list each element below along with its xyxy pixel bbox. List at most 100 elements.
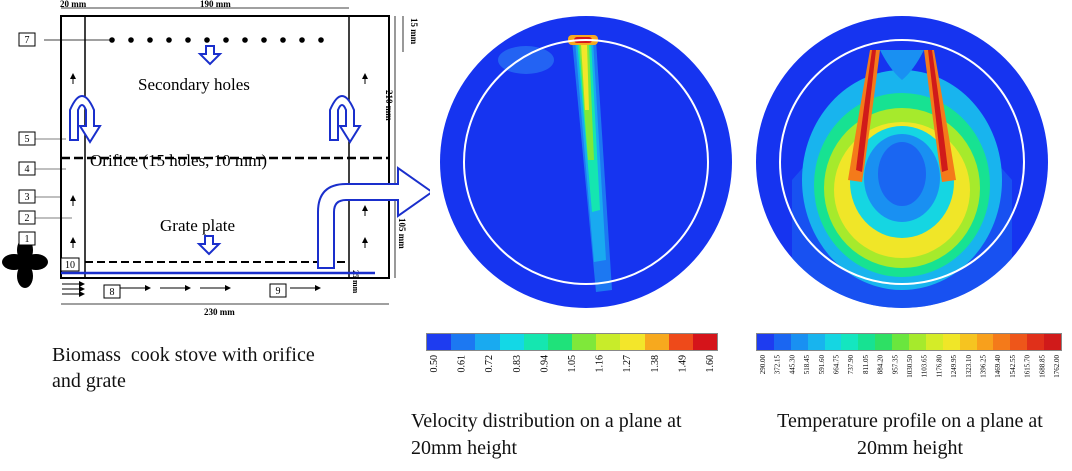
temperature-colorbar-tick: 1323.10 [965, 355, 973, 378]
temperature-colorbar-tick: 1030.50 [906, 355, 914, 378]
velocity-colorbar-swatch [499, 334, 524, 350]
stove-caption-line2: and grate [52, 370, 126, 392]
stove-schematic: 20 mm 190 mm 15 mm 210 mm 105 mm 230 mm … [2, 0, 430, 317]
temperature-colorbar-swatch [824, 334, 842, 350]
down-arrow-secondary [197, 45, 223, 66]
velocity-colorbar [426, 333, 718, 351]
temperature-colorbar-swatch [976, 334, 994, 350]
velocity-colorbar-swatch [427, 334, 452, 350]
velocity-colorbar-swatch [644, 334, 669, 350]
temperature-colorbar-tick: 1469.40 [994, 355, 1002, 378]
dim-top-width: 190 mm [200, 0, 231, 9]
label-grate: Grate plate [160, 216, 235, 235]
dim-top-left: 20 mm [60, 0, 87, 9]
temperature-contour [756, 16, 1048, 308]
temperature-colorbar-tick: 445.30 [788, 355, 796, 375]
num-10: 10 [65, 260, 75, 271]
temperature-colorbar-tick: 1615.70 [1024, 355, 1032, 378]
label-orifice: Orifice (15 holes, 10 mm) [90, 151, 267, 170]
temperature-colorbar-swatch [1044, 334, 1062, 350]
velocity-colorbar-tick: 1.49 [677, 355, 688, 373]
velocity-caption: Velocity distribution on a plane at 20mm… [411, 408, 682, 462]
num-2: 2 [25, 213, 30, 224]
velocity-colorbar-tick: 0.94 [539, 355, 550, 373]
temperature-colorbar-swatch [942, 334, 960, 350]
temperature-colorbar-swatch [892, 334, 910, 350]
dim-right-top: 15 mm [409, 18, 419, 45]
temperature-colorbar-swatch [841, 334, 859, 350]
velocity-colorbar-tick: 0.83 [512, 355, 523, 373]
temperature-caption-line1: Temperature profile on a plane at [777, 410, 1043, 432]
num-1: 1 [25, 234, 30, 245]
velocity-caption-line2: 20mm height [411, 437, 518, 459]
num-3: 3 [25, 192, 30, 203]
temperature-colorbar-tick: 591.60 [818, 355, 826, 375]
velocity-colorbar-tick: 1.16 [595, 355, 606, 373]
temperature-colorbar-tick: 1688.85 [1038, 355, 1046, 378]
temperature-colorbar-tick: 1176.80 [935, 355, 943, 378]
temperature-colorbar-tick: 884.20 [877, 355, 885, 375]
velocity-colorbar-swatch [692, 334, 718, 350]
dim-right-low: 105 mm [397, 218, 407, 249]
velocity-colorbar-tick: 1.38 [650, 355, 661, 373]
velocity-colorbar-tick: 1.60 [705, 355, 716, 373]
num-7: 7 [25, 35, 30, 46]
exit-arrow [317, 166, 430, 269]
velocity-colorbar-swatch [451, 334, 476, 350]
velocity-colorbar-tick: 0.50 [429, 355, 440, 373]
temperature-colorbar-tick: 957.35 [891, 355, 899, 375]
secondary-holes [109, 37, 324, 43]
velocity-colorbar-swatch [596, 334, 621, 350]
temperature-caption-line2: 20mm height [856, 437, 964, 459]
temperature-colorbar-tick: 290.00 [759, 355, 767, 375]
temperature-colorbar-tick: 518.45 [803, 355, 811, 375]
temperature-colorbar-tick: 664.75 [833, 355, 841, 375]
temperature-colorbar-tick: 1103.65 [921, 355, 929, 378]
dim-right-mid: 210 mm [384, 90, 394, 121]
stove-caption: Biomass cook stove with orifice and grat… [52, 342, 315, 394]
dim-bottom-right: 25 mm [351, 270, 360, 294]
velocity-colorbar-tick: 0.61 [457, 355, 468, 373]
velocity-colorbar-tick: 1.27 [622, 355, 633, 373]
temperature-colorbar-swatch [909, 334, 926, 350]
velocity-colorbar-swatch [572, 334, 597, 350]
velocity-colorbar-swatch [620, 334, 645, 350]
temperature-colorbar-swatch [1027, 334, 1045, 350]
velocity-colorbar-tick: 1.05 [567, 355, 578, 373]
temperature-caption: Temperature profile on a plane at 20mm h… [749, 408, 1071, 462]
temperature-colorbar-ticks: 290.00 372.15 445.30 518.45 591.60 664.75 737.… [759, 355, 1061, 378]
flow-arrow-left [69, 95, 102, 144]
velocity-contour [440, 16, 732, 308]
temperature-colorbar-swatch [807, 334, 825, 350]
stove-caption-line1: Biomass cook stove with orifice [52, 344, 315, 366]
velocity-colorbar-swatch [547, 334, 573, 350]
temperature-colorbar-swatch [1010, 334, 1028, 350]
velocity-colorbar-swatch [523, 334, 548, 350]
flow-arrow-right [329, 95, 362, 144]
velocity-colorbar-tick: 0.72 [484, 355, 495, 373]
velocity-caption-line1: Velocity distribution on a plane at [411, 410, 682, 432]
num-9: 9 [276, 286, 281, 297]
temperature-colorbar-swatch [858, 334, 876, 350]
temperature-colorbar-tick: 1396.25 [980, 355, 988, 378]
num-8: 8 [110, 287, 115, 298]
temperature-colorbar-swatch [959, 334, 977, 350]
temperature-colorbar-swatch [773, 334, 791, 350]
num-5: 5 [25, 134, 30, 145]
temperature-colorbar-tick: 1249.95 [950, 355, 958, 378]
temperature-colorbar [756, 333, 1062, 351]
temperature-colorbar-swatch [925, 334, 943, 350]
velocity-colorbar-ticks: 0.50 0.61 0.72 0.83 0.94 1.05 1.16 1.27 1.38 1.49… [429, 355, 716, 373]
label-secondary: Secondary holes [138, 75, 250, 94]
temperature-colorbar-tick: 1762.00 [1053, 355, 1061, 378]
temperature-colorbar-tick: 811.05 [862, 355, 870, 374]
temperature-colorbar-tick: 372.15 [774, 355, 782, 375]
temperature-colorbar-swatch [875, 334, 893, 350]
temperature-colorbar-swatch [790, 334, 808, 350]
velocity-colorbar-swatch [668, 334, 693, 350]
temperature-colorbar-swatch [993, 334, 1011, 350]
velocity-colorbar-swatch [475, 334, 500, 350]
dim-bottom-width: 230 mm [204, 307, 235, 317]
temperature-colorbar-tick: 1542.55 [1009, 355, 1017, 378]
down-arrow-grate [196, 235, 222, 256]
